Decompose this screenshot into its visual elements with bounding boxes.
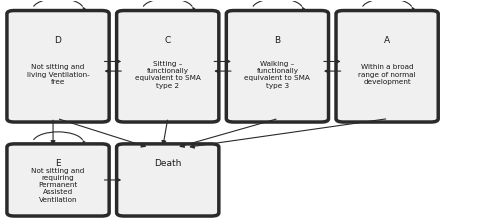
FancyBboxPatch shape [116,11,219,122]
Text: C: C [164,36,171,44]
Text: B: B [274,36,280,44]
FancyBboxPatch shape [7,144,109,216]
Text: A: A [384,36,390,44]
FancyBboxPatch shape [7,11,109,122]
Text: D: D [54,36,62,44]
FancyBboxPatch shape [226,11,328,122]
Text: Walking –
functionally
equivalent to SMA
type 3: Walking – functionally equivalent to SMA… [244,61,310,88]
Text: Not sitting and
requiring
Permanent
Assisted
Ventilation: Not sitting and requiring Permanent Assi… [32,168,84,203]
Text: Not sitting and
living Ventilation-
free: Not sitting and living Ventilation- free [26,64,90,85]
Text: Death: Death [154,159,182,168]
FancyBboxPatch shape [336,11,438,122]
Text: Sitting –
functionally
equivalent to SMA
type 2: Sitting – functionally equivalent to SMA… [135,61,200,88]
FancyBboxPatch shape [116,144,219,216]
Text: Within a broad
range of normal
development: Within a broad range of normal developme… [358,64,416,85]
Text: E: E [55,159,61,168]
